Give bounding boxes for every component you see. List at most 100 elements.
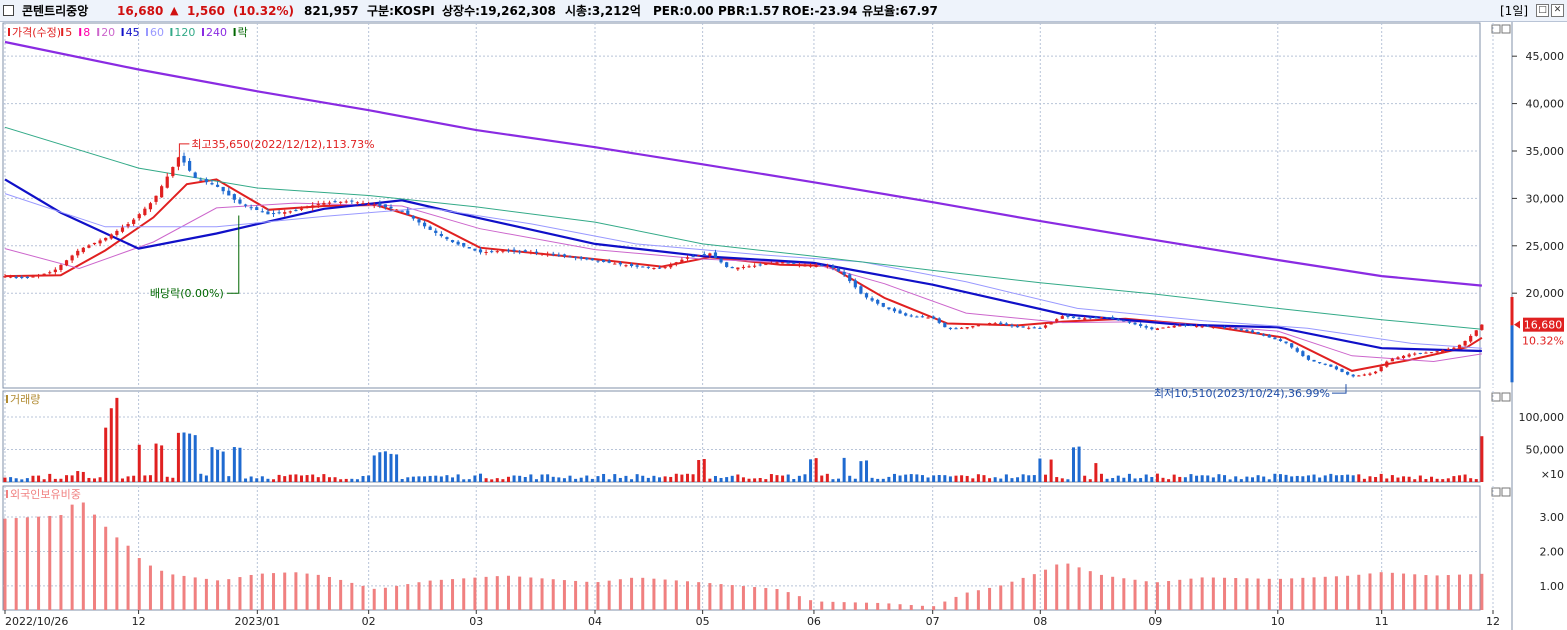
market-cap: 시총:3,212억 (565, 4, 641, 18)
candle-body (1357, 375, 1361, 377)
volume-bar (920, 475, 924, 482)
x-tick-label: 08 (1033, 615, 1047, 628)
legend-label: 가격(수정) (12, 26, 61, 39)
ma-120-line (4, 126, 1482, 330)
volume-bar (1301, 476, 1305, 482)
volume-bar (551, 476, 555, 482)
candle-body (456, 241, 460, 245)
legend-label: 20 (101, 26, 115, 39)
select-checkbox[interactable] (3, 5, 14, 16)
candle-body (126, 224, 130, 227)
candle-body (411, 215, 415, 219)
foreign-ratio-bar (59, 515, 63, 610)
foreign-ratio-bar (551, 579, 555, 610)
candle-body (59, 264, 63, 270)
period-selector[interactable]: [1일] (1500, 4, 1529, 18)
volume-bar (238, 447, 242, 482)
volume-bar (1206, 475, 1210, 482)
foreign-ratio-bar (14, 518, 18, 610)
maximize-icon[interactable]: □ (1536, 4, 1549, 17)
volume-bar (339, 479, 343, 482)
foreign-ratio-bar (909, 605, 913, 610)
reserve-ratio: 유보율:67.97 (862, 4, 938, 18)
volume-bar (954, 475, 958, 482)
legend-marker (61, 28, 64, 36)
volume-bar (1256, 475, 1260, 482)
volume-bar (132, 475, 136, 482)
candle-body (294, 210, 298, 212)
volume-bar (999, 478, 1003, 482)
foreign-ratio-bar (641, 577, 645, 610)
foreign-ratio-bar (350, 582, 354, 610)
x-tick-label: 12 (132, 615, 146, 628)
volume-bar (579, 477, 583, 482)
candle-body (81, 247, 85, 253)
volume-bar (260, 476, 264, 482)
legend-marker (170, 28, 173, 36)
high-marker-line (178, 143, 190, 159)
volume-bar (865, 460, 869, 482)
volume-bar (423, 476, 427, 482)
candle-body (450, 240, 455, 243)
current-price-box (1523, 317, 1564, 332)
volume-bar (1032, 475, 1036, 482)
volume-bar (1060, 478, 1064, 482)
candle-body (697, 255, 701, 257)
candle-body (534, 251, 539, 253)
candle-body (775, 262, 779, 264)
candle-body (467, 247, 471, 249)
price-panel-minimize-icon[interactable] (1491, 24, 1501, 34)
candle-body (646, 266, 650, 268)
volume-bar (876, 478, 880, 482)
foreign-ratio-bar (1457, 574, 1461, 610)
candle-body (1032, 327, 1036, 329)
foreign-ratio-bar (104, 526, 108, 610)
volume-bar (154, 443, 158, 482)
volume-panel-close-icon[interactable] (1501, 392, 1511, 402)
foreign-panel-close-icon[interactable] (1501, 487, 1511, 497)
volume-bar (1262, 476, 1266, 482)
volume-bar (182, 432, 186, 482)
volume-bar (1435, 478, 1439, 482)
volume-bar (943, 475, 947, 482)
legend-marker (8, 28, 10, 36)
foreign-panel-minimize-icon[interactable] (1491, 487, 1501, 497)
candle-body (20, 276, 24, 278)
volume-bar (1144, 474, 1148, 482)
volume-bar (680, 474, 684, 482)
foreign-ratio-bar (1010, 581, 1014, 610)
volume-panel-minimize-icon[interactable] (1491, 392, 1501, 402)
volume-bar (322, 474, 326, 482)
candle-body (1441, 350, 1445, 353)
foreign-ratio-bar (305, 573, 309, 610)
volume-bar (1211, 477, 1215, 482)
stock-name: 콘텐트리중앙 (22, 4, 89, 18)
foreign-ratio-bar (596, 582, 600, 610)
close-icon[interactable]: ✕ (1551, 4, 1564, 17)
candle-body (1150, 327, 1154, 330)
volume-bar (926, 477, 930, 482)
foreign-ratio-bar (193, 577, 197, 610)
volume-bar (143, 475, 147, 482)
candle-body (434, 230, 438, 233)
volume-bar (932, 475, 936, 482)
foreign-ratio-bar (529, 577, 533, 610)
volume-bar (59, 478, 63, 482)
candle-body (1094, 316, 1098, 318)
volume-bar (1318, 477, 1322, 482)
legend-marker (202, 28, 204, 36)
volume-bar (126, 476, 130, 482)
ex-dividend-annotation: 배당락(0.00%) (150, 287, 224, 300)
foreign-ratio-bar (462, 578, 466, 610)
volume-bar (42, 479, 46, 482)
volume-bar (1027, 475, 1031, 482)
volume-bar (831, 479, 835, 482)
candle-body (551, 253, 555, 255)
candle-body (490, 251, 494, 253)
price-panel-close-icon[interactable] (1501, 24, 1511, 34)
foreign-ratio-bar (327, 576, 331, 610)
volume-bar (781, 475, 785, 482)
candle-body (663, 267, 667, 269)
candle-body (1234, 328, 1238, 330)
candle-body (1122, 320, 1126, 322)
